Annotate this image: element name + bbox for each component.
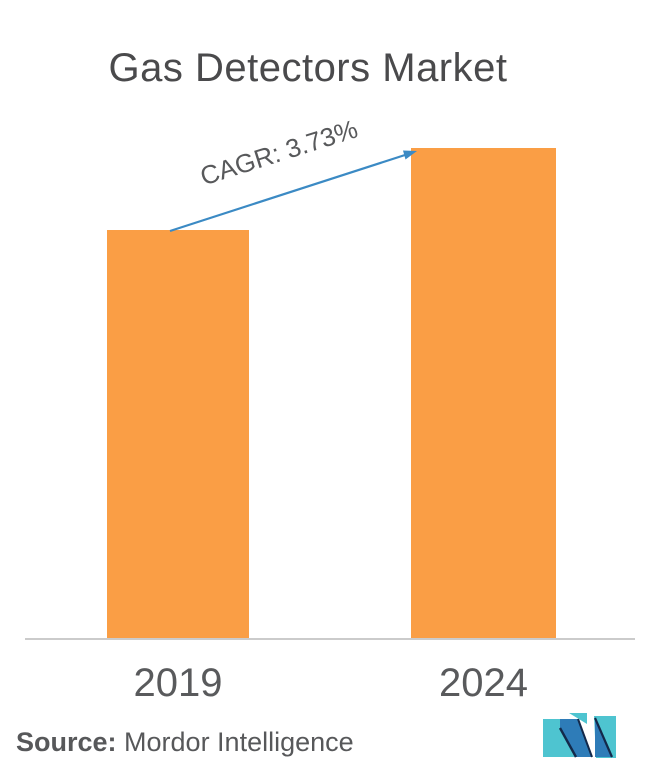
source-attribution: Source: Mordor Intelligence (16, 727, 354, 757)
x-axis-label-2019: 2019 (133, 661, 223, 705)
mordor-intelligence-logo (543, 713, 616, 758)
source-label: Source: (16, 727, 117, 757)
x-axis-line (25, 638, 635, 640)
source-name: Mordor Intelligence (116, 727, 354, 757)
cagr-annotation-label: CAGR: 3.73% (196, 113, 362, 192)
x-axis-label-2024: 2024 (439, 661, 528, 705)
bar-2019 (107, 230, 249, 639)
bar-2024 (411, 148, 556, 639)
chart-title: Gas Detectors Market (108, 46, 508, 90)
